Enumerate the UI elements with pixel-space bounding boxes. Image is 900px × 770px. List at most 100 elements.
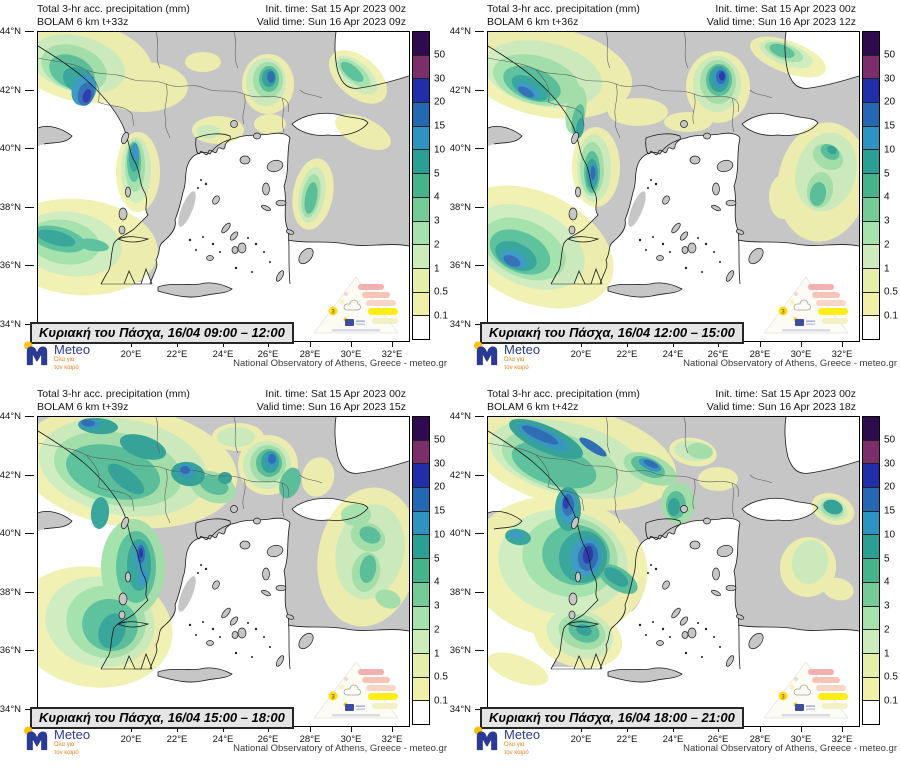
logo-name: Meteo	[54, 342, 91, 357]
colorbar-segment	[413, 32, 429, 55]
longitude-axis: 20°E 22°E 24°E 26°E 28°E 30°E 32°E	[450, 726, 900, 750]
colorbar-tick-label: 2	[884, 239, 890, 251]
meteo-m-icon	[474, 726, 500, 751]
lat-label: 44°N	[0, 411, 21, 422]
colorbar-tick-label: 10	[434, 144, 446, 156]
colorbar	[862, 416, 880, 725]
meteo-m-icon	[24, 341, 50, 366]
lon-label: 22°E	[166, 734, 188, 745]
lon-label: 28°E	[749, 734, 771, 745]
lon-tick	[627, 341, 628, 347]
init-time: Init. time: Sat 15 Apr 2023 00z	[715, 3, 856, 15]
lat-tick	[25, 533, 34, 535]
lat-tick	[475, 709, 484, 710]
precipitation-map	[488, 32, 859, 341]
colorbar-labels: 0.1 0.5 1 2 3 4 5 10 15 20 30 50	[884, 31, 900, 340]
colorbar-tick-label: 2	[884, 624, 890, 636]
colorbar-segment	[413, 78, 429, 103]
logo-tagline-2: τον καιρό	[54, 364, 79, 371]
credit-text: National Observatory of Athens, Greece -…	[683, 358, 897, 369]
panel-title-block: Total 3-hr acc. precipitation (mm) BOLAM…	[487, 3, 640, 29]
colorbar-segment	[413, 581, 429, 606]
lon-tick	[718, 726, 719, 732]
forecast-panel-3: Total 3-hr acc. precipitation (mm) BOLAM…	[0, 385, 450, 770]
lat-tick	[25, 474, 34, 476]
colorbar-tick-label: 50	[434, 49, 446, 61]
lat-label: 34°N	[449, 319, 471, 330]
lon-tick	[392, 726, 393, 732]
lon-tick	[223, 726, 224, 732]
colorbar-labels: 0.1 0.5 1 2 3 4 5 10 15 20 30 50	[434, 416, 462, 725]
lat-tick	[475, 650, 484, 652]
colorbar-segment	[413, 267, 429, 292]
lon-label: 32°E	[381, 734, 403, 745]
lon-label: 30°E	[790, 734, 812, 745]
lon-label: 26°E	[257, 734, 279, 745]
colorbar-tick-label: 0.1	[884, 695, 898, 707]
colorbar-tick-label: 5	[434, 168, 440, 180]
panel-title-block: Total 3-hr acc. precipitation (mm) BOLAM…	[37, 388, 190, 414]
colorbar-segment	[413, 439, 429, 464]
lon-tick	[842, 341, 843, 347]
lon-label: 28°E	[299, 734, 321, 745]
colorbar-tick-label: 15	[434, 505, 446, 517]
map-frame	[37, 31, 410, 342]
lat-tick	[475, 324, 484, 325]
colorbar-tick-label: 2	[434, 239, 440, 251]
panel-title-block: Total 3-hr acc. precipitation (mm) BOLAM…	[487, 388, 640, 414]
valid-time: Valid time: Sun 16 Apr 2023 12z	[706, 16, 856, 28]
lat-tick	[475, 416, 484, 417]
colorbar-segment	[863, 581, 879, 606]
lon-label: 30°E	[340, 734, 362, 745]
latitude-axis: 44°N 42°N 40°N 38°N 36°N 34°N	[0, 26, 36, 330]
latitude-axis: 44°N 42°N 40°N 38°N 36°N 34°N	[0, 411, 36, 715]
colorbar-segment	[413, 173, 429, 197]
colorbar	[412, 31, 430, 340]
lat-label: 36°N	[0, 260, 21, 272]
lat-label: 40°N	[449, 143, 471, 155]
lat-tick	[475, 533, 484, 535]
colorbar-segment	[413, 291, 429, 316]
lat-tick	[25, 416, 34, 417]
valid-time: Valid time: Sun 16 Apr 2023 15z	[256, 401, 406, 413]
colorbar-segment	[413, 676, 429, 701]
lat-tick	[25, 265, 34, 267]
lon-label: 24°E	[212, 734, 234, 745]
lon-tick	[351, 726, 352, 732]
colorbar-segment	[413, 149, 429, 174]
lat-label: 38°N	[0, 586, 21, 598]
meteo-logo: Meteo Όλα για τον καιρό	[474, 726, 540, 756]
map-frame	[487, 416, 860, 727]
lon-tick	[223, 341, 224, 347]
colorbar-segment	[863, 676, 879, 701]
lon-tick	[177, 341, 178, 347]
lat-tick	[475, 591, 484, 593]
colorbar-segment	[863, 78, 879, 103]
panel-title: Total 3-hr acc. precipitation (mm)	[487, 388, 640, 400]
colorbar-segment	[863, 102, 879, 126]
lon-tick	[760, 341, 761, 347]
forecast-panel-4: Total 3-hr acc. precipitation (mm) BOLAM…	[450, 385, 900, 770]
colorbar-tick-label: 20	[884, 481, 896, 493]
meteo-logo: Meteo Όλα για τον καιρό	[24, 726, 90, 756]
caption-easter-sunday: Κυριακή του Πάσχα, 16/04 09:00 – 12:00	[30, 322, 294, 344]
lat-label: 40°N	[449, 528, 471, 540]
panel-time-block: Init. time: Sat 15 Apr 2023 00z Valid ti…	[707, 388, 856, 414]
panel-title: Total 3-hr acc. precipitation (mm)	[37, 388, 190, 400]
colorbar-segment	[413, 244, 429, 268]
lon-tick	[581, 341, 582, 347]
lon-label: 24°E	[662, 734, 684, 745]
colorbar-tick-label: 15	[884, 505, 896, 517]
lon-tick	[801, 726, 802, 732]
lon-label: 32°E	[831, 734, 853, 745]
colorbar-segment	[863, 125, 879, 150]
lon-tick	[310, 726, 311, 732]
colorbar-segment	[863, 173, 879, 197]
lon-tick	[351, 341, 352, 347]
colorbar-tick-label: 15	[434, 120, 446, 132]
colorbar-segment	[863, 487, 879, 511]
lat-label: 44°N	[0, 26, 21, 37]
colorbar-segment	[863, 629, 879, 653]
panel-time-block: Init. time: Sat 15 Apr 2023 00z Valid ti…	[257, 3, 406, 29]
